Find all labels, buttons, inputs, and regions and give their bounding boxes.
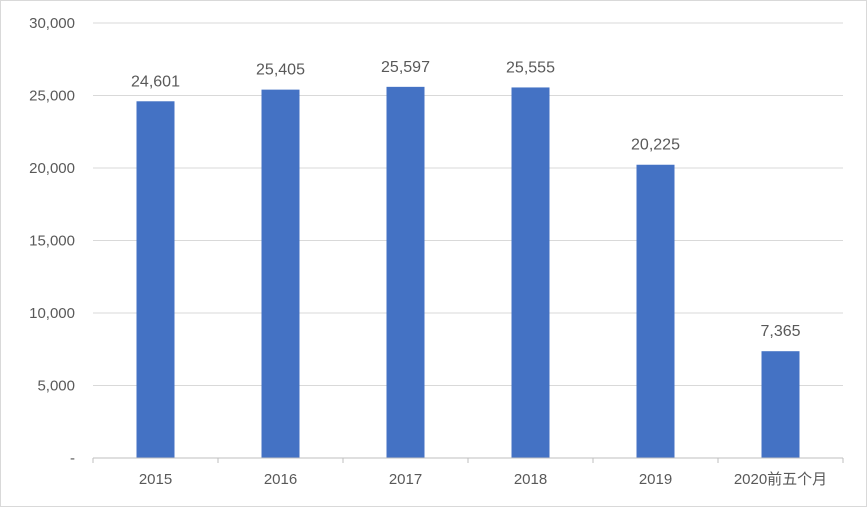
bar [636,164,675,459]
bar [386,86,425,458]
y-tick-label: 30,000 [29,15,75,32]
bar [261,89,300,458]
x-tick-label: 2017 [389,471,422,488]
x-axis [92,457,844,463]
bar [136,101,175,459]
gridlines [93,22,843,386]
x-tick-label: 2020前五个月 [734,471,827,488]
y-tick-label: 20,000 [29,160,75,177]
x-tick-label: 2016 [264,471,297,488]
data-labels: 24,601 25,405 25,597 25,555 20,225 7,365 [131,59,801,340]
y-tick-label: 15,000 [29,233,75,250]
data-label: 20,225 [631,137,680,154]
data-label: 24,601 [131,73,180,90]
data-label: 7,365 [760,323,800,340]
x-axis-tick-labels: 2015 2016 2017 2018 2019 2020前五个月 [139,471,827,488]
y-tick-label: 5,000 [37,378,75,395]
x-tick-label: 2018 [514,471,547,488]
x-tick-label: 2015 [139,471,172,488]
bars [136,86,800,459]
bar [761,351,800,458]
x-tick-label: 2019 [639,471,672,488]
bar [511,87,550,458]
y-tick-label: 25,000 [29,88,75,105]
y-tick-label: 10,000 [29,305,75,322]
data-label: 25,597 [381,59,430,76]
y-tick-label: - [70,450,75,467]
data-label: 25,405 [256,62,305,79]
y-axis-tick-labels: - 5,000 10,000 15,000 20,000 25,000 30,000 [29,15,75,467]
data-label: 25,555 [506,59,555,76]
